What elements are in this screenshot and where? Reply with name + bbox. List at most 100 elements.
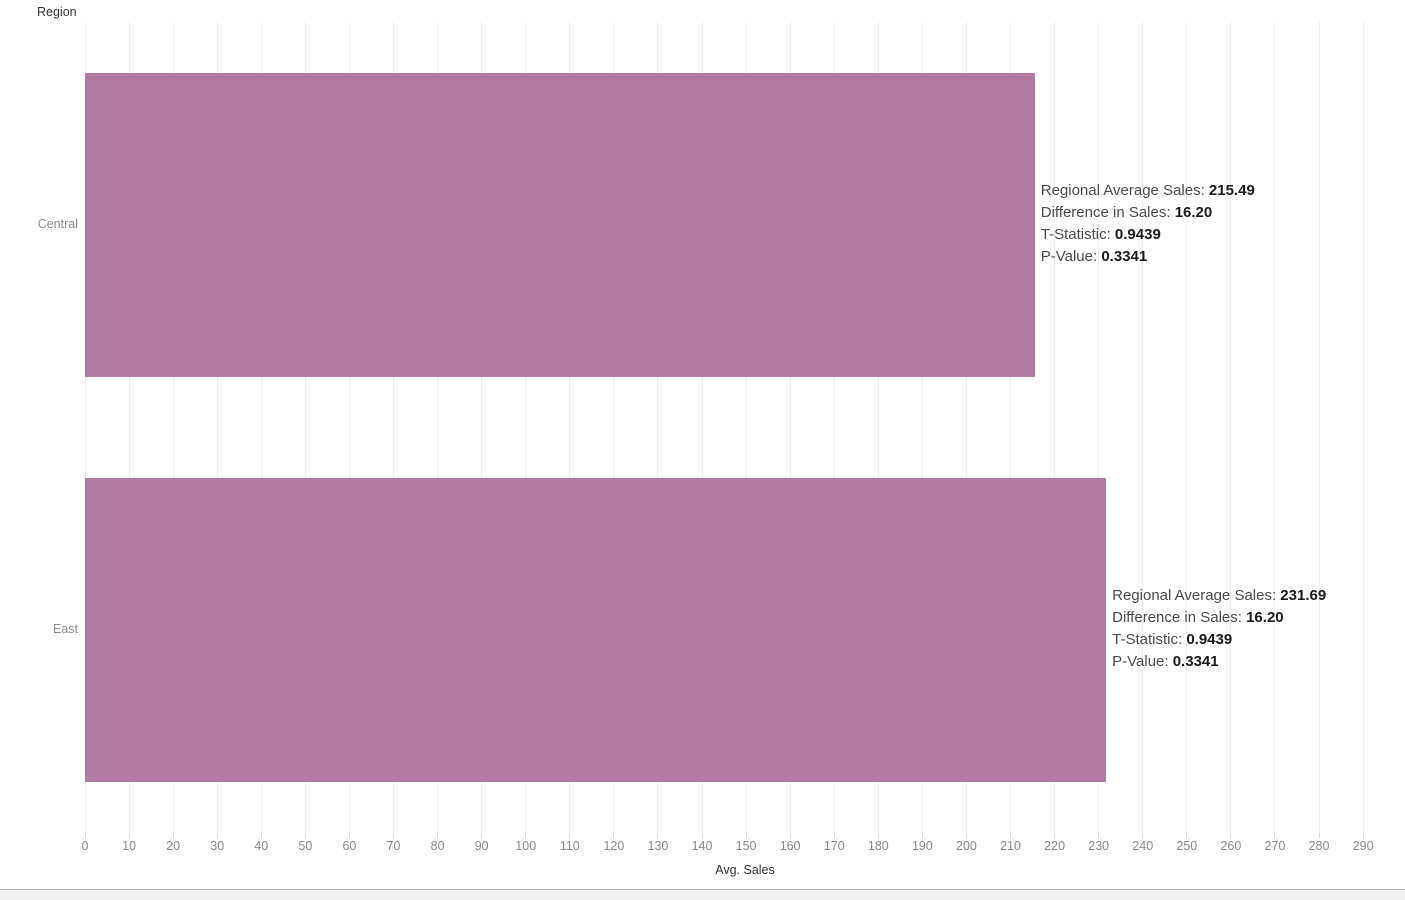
- x-tick-mark: [393, 833, 394, 838]
- x-tick-mark: [216, 833, 218, 838]
- grid-line: [877, 22, 879, 833]
- x-tick-label: 220: [1044, 839, 1066, 853]
- x-tick-label: 260: [1220, 839, 1242, 853]
- x-tick-label: 20: [166, 839, 181, 853]
- grid-line: [569, 22, 571, 833]
- x-tick-label: 60: [342, 839, 357, 853]
- x-tick-mark: [84, 833, 86, 838]
- grid-line: [789, 22, 791, 833]
- annotation-line: T-Statistic: 0.9439: [1112, 631, 1233, 649]
- x-tick-mark: [965, 833, 967, 838]
- x-tick-mark: [833, 833, 835, 838]
- x-tick-label: 270: [1264, 839, 1286, 853]
- x-tick-label: 170: [823, 839, 845, 853]
- grid-line: [525, 22, 527, 833]
- x-tick-label: 290: [1352, 839, 1374, 853]
- x-tick-label: 100: [515, 839, 537, 853]
- x-tick-mark: [172, 833, 174, 838]
- x-tick-mark: [1318, 833, 1320, 838]
- annotation-east: Regional Average Sales: 231.69 Difference…: [1112, 585, 1326, 673]
- x-tick-label: 200: [956, 839, 977, 853]
- x-tick-mark: [481, 833, 483, 838]
- annotation-line: Regional Average Sales: 215.49: [1040, 181, 1255, 199]
- x-tick-label: 130: [647, 839, 669, 853]
- x-tick-mark: [260, 833, 262, 838]
- x-tick-label: 280: [1308, 839, 1330, 853]
- x-tick-label: 0: [81, 839, 89, 853]
- grid-line: [437, 22, 439, 833]
- grid-line: [613, 22, 615, 833]
- x-tick-mark: [348, 833, 350, 838]
- grid-line: [1274, 22, 1276, 833]
- x-tick-label: 30: [210, 839, 225, 853]
- x-tick-mark: [128, 833, 130, 838]
- x-tick-mark: [1054, 833, 1056, 838]
- x-tick-label: 150: [735, 839, 757, 853]
- x-tick-label: 10: [122, 839, 137, 853]
- x-tick-mark: [437, 833, 439, 838]
- grid-line: [304, 22, 306, 833]
- x-tick-mark: [1098, 833, 1100, 838]
- x-tick-label: 120: [603, 839, 625, 853]
- grid-line: [1318, 22, 1320, 833]
- x-tick-mark: [657, 833, 659, 838]
- plot-area: [84, 22, 1405, 833]
- x-tick-mark: [1362, 833, 1364, 838]
- annotation-line: Difference in Sales: 16.20: [1040, 203, 1213, 221]
- x-tick-label: 180: [867, 839, 889, 853]
- x-tick-label: 250: [1176, 839, 1198, 853]
- x-tick-mark: [304, 833, 306, 838]
- x-axis-title: Avg. Sales: [715, 863, 775, 877]
- grid-line: [84, 22, 86, 833]
- grid-line: [833, 22, 835, 833]
- x-tick-mark: [1230, 833, 1232, 838]
- x-tick-mark: [745, 833, 747, 838]
- grid-line: [1186, 22, 1188, 833]
- grid-line: [393, 22, 394, 833]
- bar-east[interactable]: [85, 478, 1107, 783]
- y-axis-title: Region: [37, 5, 77, 19]
- annotation-line: P-Value: 0.3341: [1112, 653, 1219, 671]
- x-tick-label: 210: [1000, 839, 1021, 853]
- annotation-line: Regional Average Sales: 231.69: [1112, 587, 1327, 605]
- grid-line: [260, 22, 262, 833]
- grid-line: [965, 22, 967, 833]
- x-tick-mark: [525, 833, 527, 838]
- x-tick-mark: [1142, 833, 1144, 838]
- x-tick-mark: [789, 833, 791, 838]
- horizontal-scrollbar[interactable]: [0, 889, 1405, 900]
- bar-central[interactable]: [85, 72, 1035, 377]
- x-tick-label: 160: [779, 839, 801, 853]
- grid-line: [1230, 22, 1232, 833]
- x-tick-label: 50: [298, 839, 313, 853]
- annotation-line: Difference in Sales: 16.20: [1112, 609, 1284, 627]
- x-tick-mark: [1186, 833, 1188, 838]
- x-tick-label: 90: [474, 839, 489, 853]
- grid-line: [1054, 22, 1056, 833]
- grid-line: [701, 22, 703, 833]
- x-tick-label: 240: [1132, 839, 1154, 853]
- grid-line: [657, 22, 659, 833]
- x-tick-label: 140: [691, 839, 713, 853]
- x-tick-label: 190: [911, 839, 933, 853]
- grid-line: [1010, 22, 1012, 833]
- x-tick-mark: [921, 833, 923, 838]
- grid-line: [348, 22, 350, 833]
- grid-line: [1142, 22, 1144, 833]
- x-tick-label: 40: [254, 839, 269, 853]
- x-tick-label: 230: [1088, 839, 1110, 853]
- annotation-line: P-Value: 0.3341: [1040, 247, 1148, 265]
- x-tick-mark: [569, 833, 571, 838]
- grid-line: [128, 22, 130, 833]
- annotation-central: Regional Average Sales: 215.49 Difference…: [1041, 180, 1255, 268]
- x-tick-mark: [1274, 833, 1276, 838]
- grid-line: [481, 22, 483, 833]
- x-tick-mark: [701, 833, 703, 838]
- x-tick-label: 70: [386, 839, 401, 853]
- grid-line: [1098, 22, 1100, 833]
- annotation-line: T-Statistic: 0.9439: [1040, 225, 1161, 243]
- grid-line: [921, 22, 923, 833]
- grid-line: [1362, 22, 1364, 833]
- x-tick-label: 80: [430, 839, 445, 853]
